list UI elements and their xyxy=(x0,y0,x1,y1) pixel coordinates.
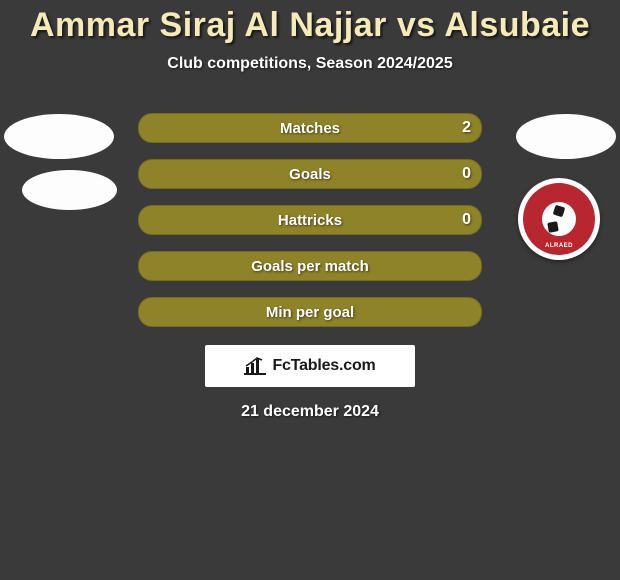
stat-label: Goals per match xyxy=(251,258,369,275)
soccer-ball-icon xyxy=(542,202,576,236)
stat-row-goals: Goals 0 xyxy=(138,159,482,189)
comparison-title: Ammar Siraj Al Najjar vs Alsubaie xyxy=(0,0,620,45)
stat-label: Matches xyxy=(280,120,340,137)
club-logo-shield: ALRAED xyxy=(523,183,595,255)
player1-avatar-placeholder xyxy=(4,114,114,159)
branding-text: FcTables.com xyxy=(272,357,375,375)
stat-label: Goals xyxy=(289,166,331,183)
club-logo-text: ALRAED xyxy=(523,243,595,249)
player2-club-logo: ALRAED xyxy=(518,178,600,260)
player2-avatar-placeholder xyxy=(516,114,616,159)
stat-row-hattricks: Hattricks 0 xyxy=(138,205,482,235)
stat-value: 0 xyxy=(462,211,471,229)
stat-value: 2 xyxy=(462,119,471,137)
comparison-subtitle: Club competitions, Season 2024/2025 xyxy=(0,55,620,73)
stats-container: Matches 2 Goals 0 Hattricks 0 Goals per … xyxy=(138,113,482,327)
stat-label: Hattricks xyxy=(278,212,342,229)
comparison-date: 21 december 2024 xyxy=(0,403,620,421)
stat-label: Min per goal xyxy=(266,304,354,321)
stat-row-goals-per-match: Goals per match xyxy=(138,251,482,281)
branding-badge: FcTables.com xyxy=(205,345,415,387)
bar-chart-icon xyxy=(244,357,266,375)
player1-club-placeholder xyxy=(22,170,117,210)
stat-value: 0 xyxy=(462,165,471,183)
stat-row-matches: Matches 2 xyxy=(138,113,482,143)
stat-row-min-per-goal: Min per goal xyxy=(138,297,482,327)
